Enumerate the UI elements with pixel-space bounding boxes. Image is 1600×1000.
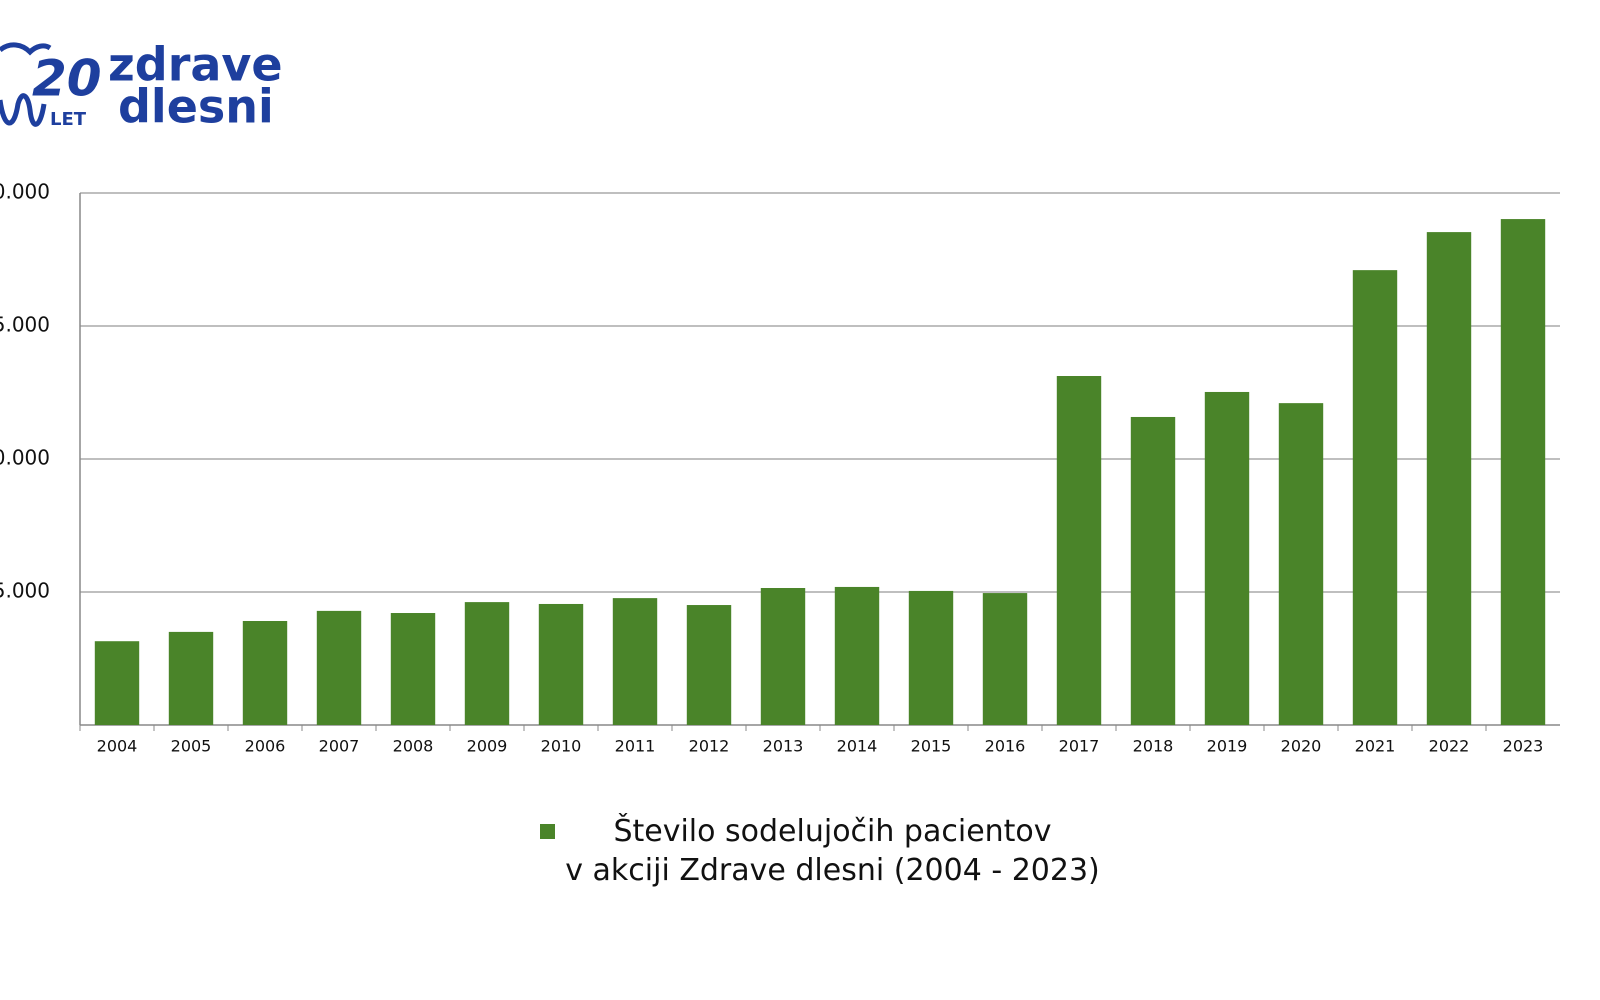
x-tick-label: 2022	[1429, 737, 1470, 756]
bar	[390, 613, 436, 725]
x-tick-label: 2019	[1207, 737, 1248, 756]
logo-number: 20	[32, 50, 102, 108]
bar	[94, 641, 140, 725]
x-tick-label: 2016	[985, 737, 1026, 756]
legend: Število sodelujočih pacientov v akciji Z…	[440, 812, 1200, 890]
x-tick-label: 2018	[1133, 737, 1174, 756]
bar	[982, 593, 1028, 725]
y-tick-label: 5.000	[0, 579, 50, 603]
x-tick-label: 2010	[541, 737, 582, 756]
bar	[1130, 416, 1176, 725]
x-tick-label: 2017	[1059, 737, 1100, 756]
bar	[612, 598, 658, 725]
y-tick-label: 10.000	[0, 446, 50, 470]
y-tick-label: 20.000	[0, 180, 50, 204]
bar	[464, 602, 510, 725]
legend-label: Število sodelujočih pacientov v akciji Z…	[565, 814, 1100, 888]
bar	[686, 605, 732, 725]
bar	[168, 631, 214, 725]
x-tick-label: 2006	[245, 737, 286, 756]
bar	[1352, 270, 1398, 725]
x-tick-label: 2013	[763, 737, 804, 756]
x-tick-label: 2009	[467, 737, 508, 756]
bar	[1500, 219, 1546, 725]
x-tick-label: 2011	[615, 737, 656, 756]
bar	[908, 590, 954, 725]
logo: 20 LET zdrave dlesni	[0, 38, 283, 134]
bar	[242, 620, 288, 725]
logo-unit: LET	[50, 109, 87, 130]
x-tick-label: 2008	[393, 737, 434, 756]
x-tick-label: 2023	[1503, 737, 1544, 756]
y-tick-label: 15.000	[0, 313, 50, 337]
x-tick-label: 2012	[689, 737, 730, 756]
x-tick-label: 2020	[1281, 737, 1322, 756]
x-tick-label: 2005	[171, 737, 212, 756]
bar	[538, 603, 584, 725]
legend-swatch	[540, 824, 556, 839]
logo-line2: dlesni	[118, 80, 274, 134]
bar	[1204, 391, 1250, 725]
x-tick-label: 2021	[1355, 737, 1396, 756]
bar	[1278, 403, 1324, 725]
logo-line1: zdrave	[108, 38, 283, 92]
x-tick-label: 2004	[97, 737, 138, 756]
bar	[316, 610, 362, 725]
bar	[1426, 232, 1472, 726]
x-tick-label: 2007	[319, 737, 360, 756]
bar	[1056, 376, 1102, 725]
bar	[760, 588, 806, 725]
x-tick-label: 2014	[837, 737, 878, 756]
x-tick-label: 2015	[911, 737, 952, 756]
logo-wave	[0, 42, 52, 127]
bar	[834, 586, 880, 725]
